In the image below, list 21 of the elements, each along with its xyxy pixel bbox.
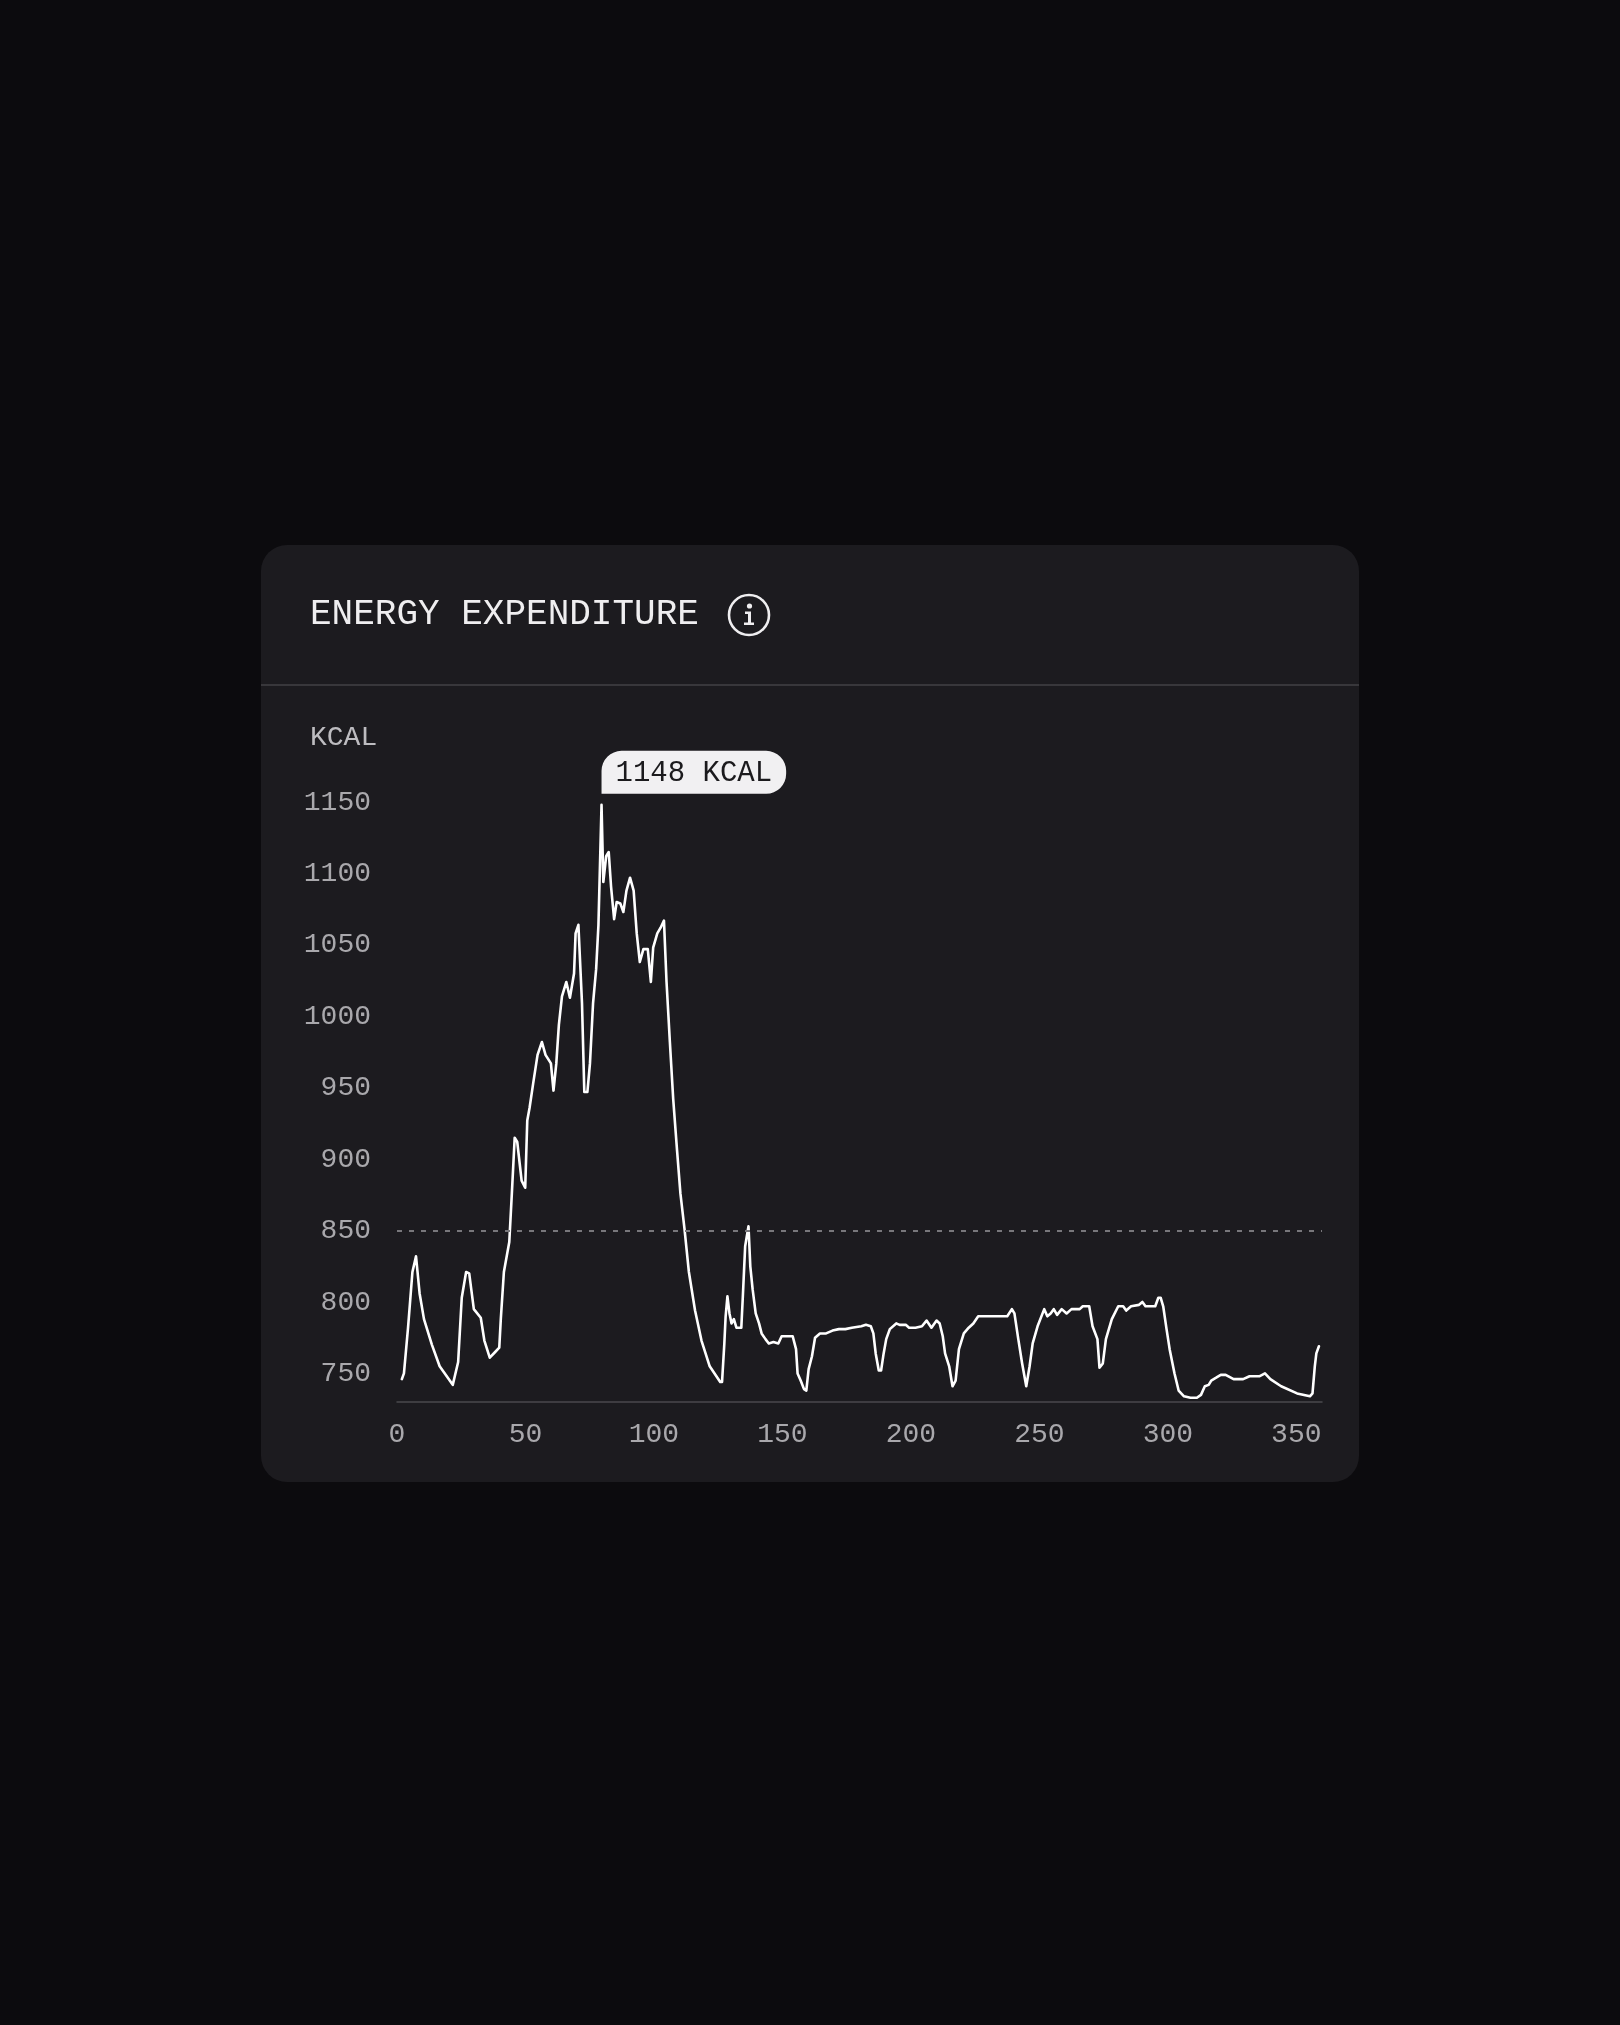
chart-title: ENERGY EXPENDITURE xyxy=(310,594,699,635)
annotation: 1148 KCAL xyxy=(615,756,773,790)
line-series xyxy=(400,803,1321,1400)
y-tick-label: 1000 xyxy=(303,1000,371,1032)
y-tick-label: 950 xyxy=(320,1072,371,1104)
y-tick-label: 750 xyxy=(320,1357,371,1389)
y-tick-label: 900 xyxy=(320,1143,371,1175)
x-tick-label: 200 xyxy=(885,1418,937,1450)
y-tick-label: 1050 xyxy=(303,929,371,961)
y-tick-label: 1150 xyxy=(303,786,371,818)
x-tick-label: 350 xyxy=(1271,1418,1322,1450)
x-tick-label: 250 xyxy=(1014,1418,1065,1450)
y-axis-title: KCAL xyxy=(310,721,378,753)
x-tick-label: 300 xyxy=(1142,1418,1194,1450)
x-tick-label: 0 xyxy=(388,1418,406,1450)
y-tick-label: 1100 xyxy=(303,857,371,889)
x-tick-label: 150 xyxy=(757,1418,808,1450)
x-tick-label: 50 xyxy=(508,1418,543,1450)
x-tick-label: 100 xyxy=(628,1418,680,1450)
y-tick-label: 850 xyxy=(320,1215,371,1247)
y-tick-label: 800 xyxy=(320,1286,371,1318)
